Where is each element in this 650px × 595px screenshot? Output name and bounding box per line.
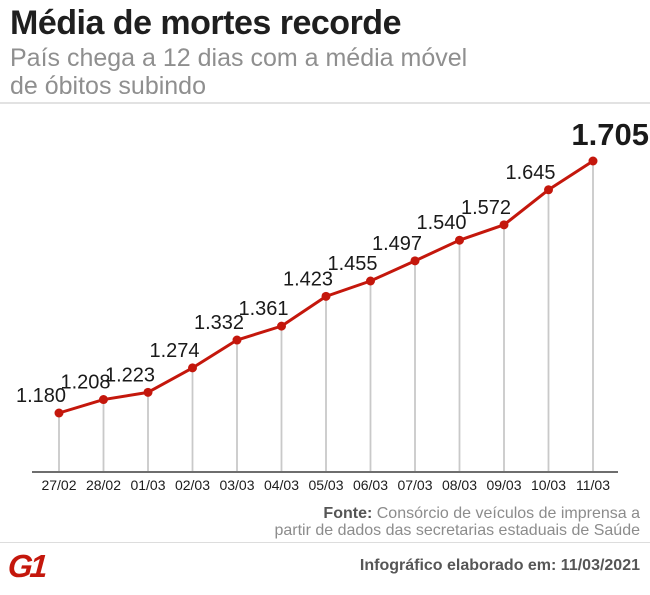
footer-divider	[0, 542, 650, 543]
page-subtitle: País chega a 12 dias com a média móvel d…	[10, 44, 467, 100]
point-label: 1.332	[194, 312, 244, 334]
data-point	[410, 256, 420, 266]
data-point	[366, 276, 375, 286]
x-tick-label: 07/03	[397, 477, 432, 493]
x-tick-label: 05/03	[308, 477, 343, 493]
point-label: 1.497	[372, 233, 422, 255]
data-point	[54, 408, 64, 418]
x-tick-label: 09/03	[486, 477, 521, 493]
data-point	[544, 185, 553, 195]
x-tick-label: 11/03	[576, 477, 610, 493]
source-text2: partir de dados das secretarias estaduai…	[274, 522, 640, 539]
x-tick-label: 08/03	[442, 477, 477, 493]
point-label: 1.540	[416, 212, 466, 234]
data-point	[455, 235, 464, 245]
data-point	[277, 321, 286, 331]
point-label: 1.208	[60, 372, 110, 394]
x-tick-label: 03/03	[219, 477, 254, 493]
x-tick-label: 10/03	[531, 477, 566, 493]
source-label: Fonte:	[323, 505, 373, 522]
data-point	[321, 291, 331, 301]
x-tick-label: 01/03	[130, 477, 165, 493]
point-label: 1.361	[238, 298, 288, 320]
point-label: 1.455	[327, 253, 377, 275]
x-tick-label: 04/03	[264, 477, 299, 493]
x-tick-label: 28/02	[86, 477, 121, 493]
point-label: 1.705	[571, 117, 649, 152]
x-tick-label: 27/02	[41, 477, 76, 493]
point-label: 1.223	[105, 364, 155, 386]
point-label: 1.645	[505, 162, 555, 184]
point-label: 1.180	[16, 385, 66, 407]
data-point	[232, 335, 242, 345]
data-point	[499, 220, 509, 230]
page-subtitle-line2: de óbitos subindo	[10, 72, 206, 100]
data-point	[188, 363, 197, 373]
data-point	[588, 156, 598, 166]
page-title: Média de mortes recorde	[10, 4, 401, 42]
header-divider	[0, 102, 650, 104]
point-label: 1.274	[149, 340, 199, 362]
page-subtitle-line1: País chega a 12 dias com a média móvel	[10, 44, 468, 72]
source-text1: Consórcio de veículos de imprensa a	[376, 505, 640, 522]
point-label: 1.423	[283, 268, 333, 290]
source-note: Fonte: Consórcio de veículos de imprensa…	[274, 505, 640, 539]
point-label: 1.572	[461, 197, 511, 219]
g1-logo: G1	[6, 548, 46, 584]
data-point	[143, 387, 153, 397]
x-tick-label: 06/03	[353, 477, 388, 493]
x-tick-label: 02/03	[175, 477, 210, 493]
source-line1: Fonte: Consórcio de veículos de imprensa…	[274, 505, 640, 522]
data-point	[99, 395, 108, 405]
infographic-date-note: Infográfico elaborado em: 11/03/2021	[359, 557, 640, 574]
